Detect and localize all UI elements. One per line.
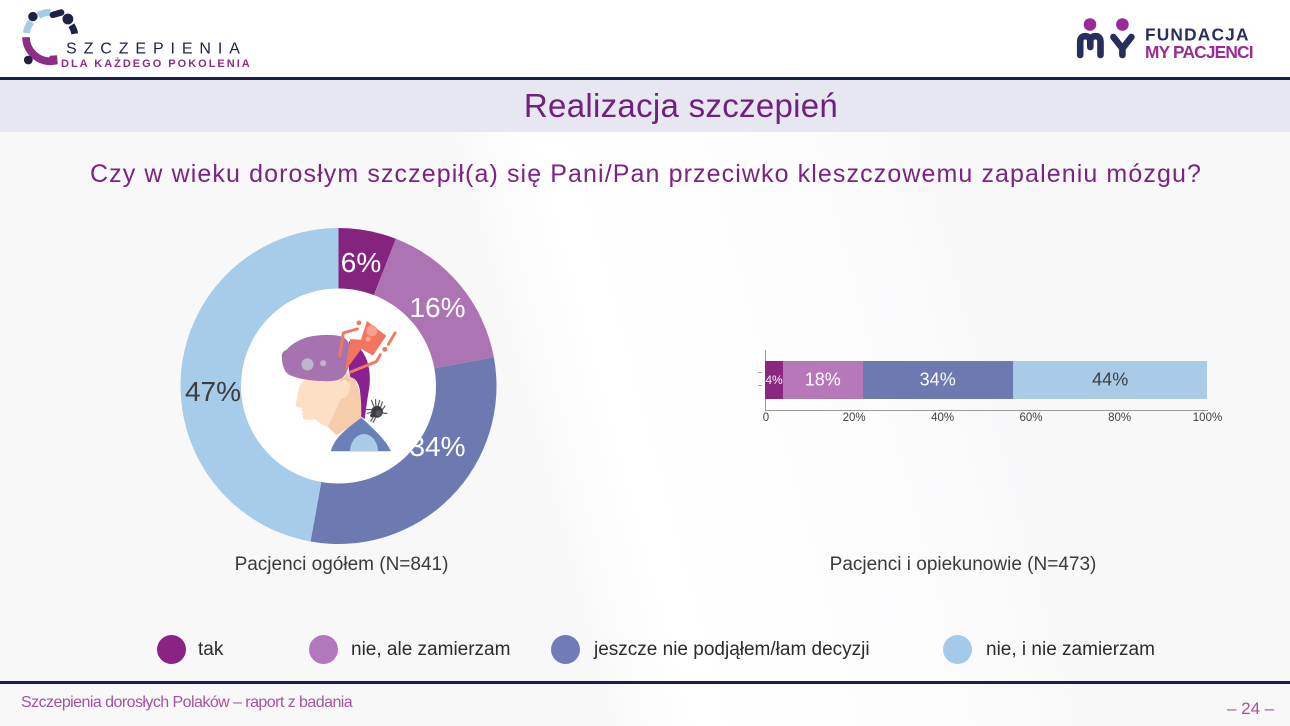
svg-text:FUNDACJA: FUNDACJA (1145, 25, 1250, 45)
svg-text:DLA KAŻDEGO POKOLENIA: DLA KAŻDEGO POKOLENIA (61, 57, 252, 70)
svg-text:MY PACJENCI: MY PACJENCI (1145, 42, 1253, 62)
svg-text:SZCZEPIENIA: SZCZEPIENIA (66, 40, 247, 57)
